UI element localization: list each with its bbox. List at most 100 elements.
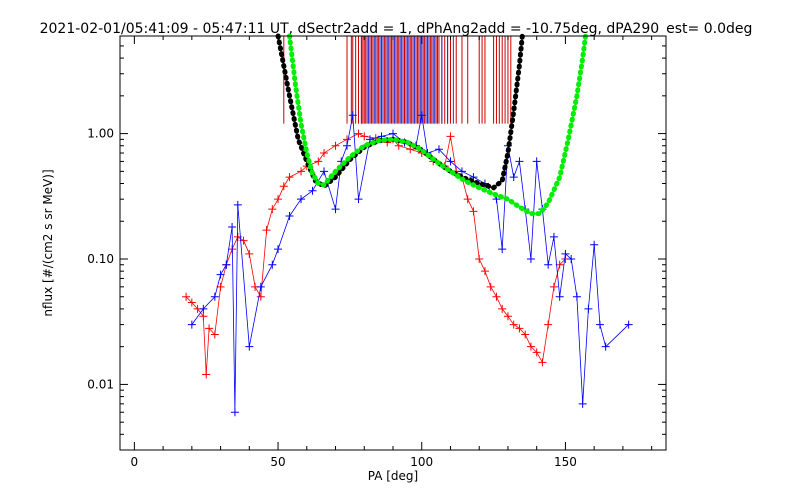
blue-series-point-23 <box>389 129 397 138</box>
x-tick-label-3: 150 <box>554 455 577 469</box>
blue-series-point-8 <box>245 342 254 351</box>
red-series-point-18 <box>279 182 288 191</box>
red-series-point-17 <box>274 195 283 204</box>
red-series-point-12 <box>245 249 254 258</box>
red-series-point-40 <box>469 207 478 216</box>
red-series-point-26 <box>354 129 363 138</box>
blue-series-point-2 <box>210 292 219 301</box>
red-series-point-42 <box>480 267 489 276</box>
red-series-point-39 <box>463 195 472 204</box>
blue-series-point-9 <box>256 282 265 291</box>
blue-series-point-47 <box>572 292 581 301</box>
red-series-point-53 <box>544 320 553 329</box>
blue-series-point-20 <box>354 195 363 204</box>
blue-series-point-37 <box>515 157 524 166</box>
red-series-point-51 <box>532 348 541 357</box>
blue-series-point-34 <box>498 245 507 254</box>
blue-series-point-26 <box>417 111 426 120</box>
red-series-point-43 <box>486 282 495 291</box>
red-series-point-4 <box>202 370 211 379</box>
red-series <box>182 129 570 379</box>
fit-curves <box>275 33 588 217</box>
blue-series-point-51 <box>595 320 604 329</box>
red-series-point-44 <box>492 292 501 301</box>
chart-title: 2021-02-01/05:41:09 - 05:47:11 UT, dSect… <box>40 21 753 37</box>
red-series-point-16 <box>268 205 277 214</box>
red-series-point-45 <box>498 304 507 313</box>
x-tick-label-1: 50 <box>270 455 285 469</box>
red-series-point-50 <box>526 342 535 351</box>
x-tick-label-0: 0 <box>131 455 139 469</box>
blue-series-point-11 <box>274 245 283 254</box>
red-series-point-54 <box>549 282 558 291</box>
red-series-point-5 <box>205 324 214 333</box>
red-series-point-7 <box>216 282 225 291</box>
blue-series-point-44 <box>555 292 564 301</box>
blue-series-point-30 <box>457 167 466 176</box>
red-series-point-47 <box>509 320 518 329</box>
y-tick-label-0: 0.01 <box>87 377 114 391</box>
red-series-point-6 <box>210 330 219 339</box>
blue-series-point-49 <box>584 304 593 313</box>
blue-series-point-50 <box>590 240 599 249</box>
red-series-line <box>185 133 566 375</box>
red-series-point-31 <box>394 141 403 150</box>
blue-series-point-3 <box>216 270 225 279</box>
red-series-point-20 <box>297 167 306 176</box>
red-series-point-55 <box>555 260 564 269</box>
red-series-point-22 <box>314 157 323 166</box>
red-series-point-48 <box>515 324 524 333</box>
red-series-point-14 <box>256 292 265 301</box>
blue-series-point-18 <box>343 141 352 150</box>
blue-series-point-5 <box>228 222 237 231</box>
red-series-point-19 <box>285 173 294 182</box>
red-series-point-46 <box>503 312 512 321</box>
blue-series-point-48 <box>578 399 587 408</box>
blue-series-point-19 <box>348 111 357 120</box>
y-tick-label-2: 1.00 <box>87 127 114 141</box>
blue-series-point-4 <box>222 260 231 269</box>
y-tick-label-1: 0.10 <box>87 252 114 266</box>
y-axis-label: nflux [#/(cm2 s sr MeV)] <box>41 169 55 316</box>
blue-series-point-52 <box>601 342 610 351</box>
x-axis-label: PA [deg] <box>368 469 418 483</box>
blue-series-point-29 <box>446 157 455 166</box>
blue-series-point-45 <box>561 249 570 258</box>
red-series-point-49 <box>521 330 530 339</box>
fit-curve-green <box>287 33 588 217</box>
x-tick-label-2: 100 <box>410 455 433 469</box>
blue-series-point-42 <box>544 260 553 269</box>
blue-series-point-40 <box>532 157 541 166</box>
blue-series-point-53 <box>624 320 633 329</box>
blue-series-point-6 <box>230 408 239 417</box>
blue-series-point-13 <box>297 195 306 204</box>
red-series-point-0 <box>182 292 191 301</box>
x-axis: 0 50 100 150 <box>131 36 653 469</box>
blue-series-line <box>191 115 629 413</box>
blue-series-point-0 <box>187 320 196 329</box>
red-series-point-23 <box>320 149 329 158</box>
blue-series-point-16 <box>331 205 340 214</box>
red-series-point-24 <box>331 141 340 150</box>
red-series-point-1 <box>187 298 196 307</box>
blue-series-point-46 <box>567 255 576 264</box>
red-series-point-52 <box>538 358 547 367</box>
red-series-point-32 <box>406 145 415 154</box>
y-axis: 0.01 0.10 1.00 <box>87 35 666 451</box>
blue-series-point-43 <box>549 232 558 241</box>
red-series-point-3 <box>199 312 208 321</box>
red-series-point-27 <box>360 132 369 141</box>
blue-series-point-39 <box>526 255 535 264</box>
blue-series-point-7 <box>233 200 242 209</box>
blue-series-point-28 <box>434 145 443 154</box>
red-series-point-36 <box>446 132 455 141</box>
blue-series-point-14 <box>308 186 317 195</box>
blue-series-point-15 <box>320 167 329 176</box>
red-series-point-15 <box>262 226 271 235</box>
blue-series-point-1 <box>199 304 208 313</box>
blue-series-point-36 <box>509 173 518 182</box>
blue-series-point-12 <box>285 212 294 221</box>
vertical-marker-lines <box>283 36 512 124</box>
red-series-point-41 <box>475 255 484 264</box>
